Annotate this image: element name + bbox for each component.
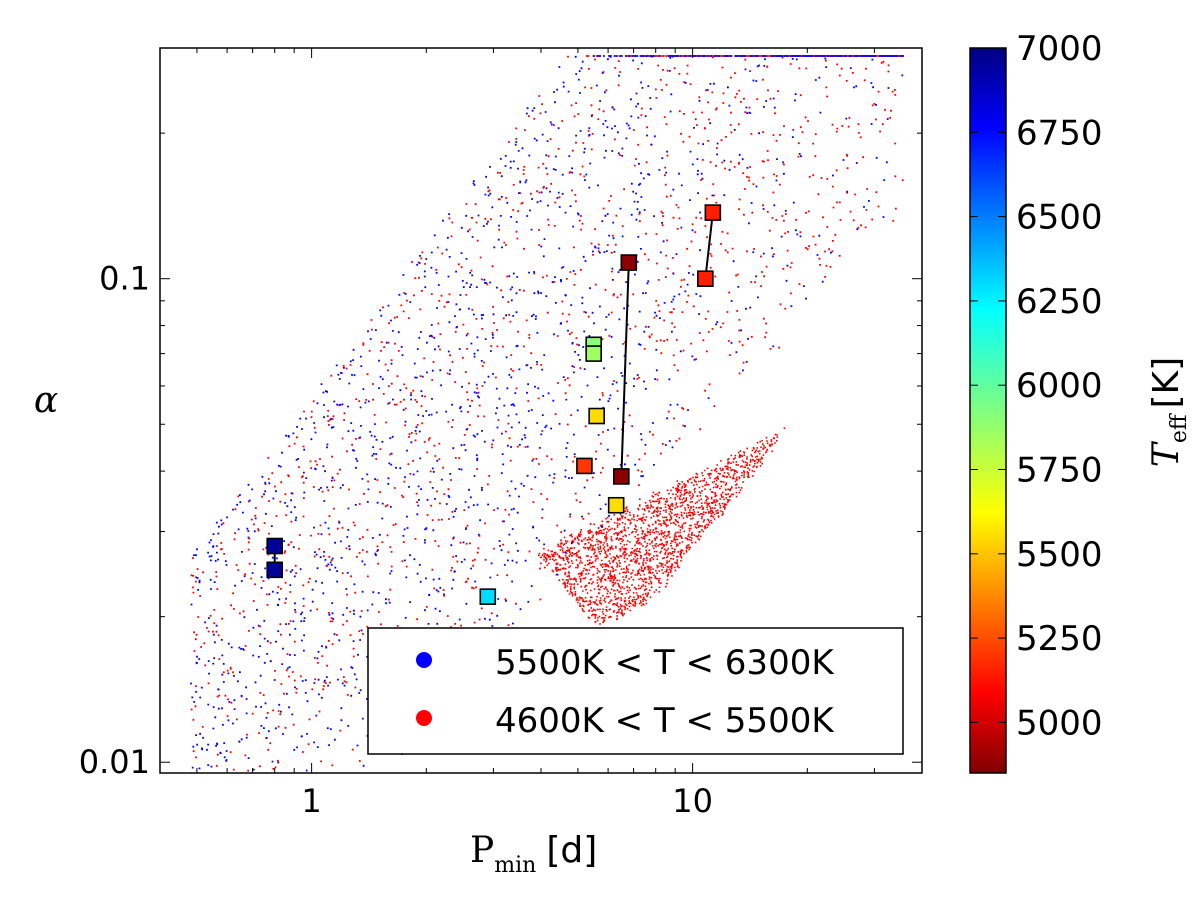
x-axis-label-sub: min: [494, 853, 536, 878]
y-tick-label: 0.01: [79, 743, 150, 781]
legend: 5500K < T < 6300K 4600K < T < 5500K: [367, 627, 904, 755]
legend-marker-red: [416, 710, 432, 726]
connector-line: [704, 212, 714, 279]
colorbar-tick-label: 6500: [1016, 198, 1103, 238]
tick-labels: 1 10 0.01 0.1: [79, 260, 713, 820]
y-tick-label: 0.1: [99, 260, 150, 298]
observed-star-marker: [620, 254, 638, 271]
x-axis-label: Pmin [d]: [470, 830, 597, 878]
colorbar-ticks: 7000 6750 6500 6250 6000 5750 5500 5250 5000: [970, 29, 1103, 743]
colorbar-gradient: [969, 47, 1007, 774]
y-axis-label: α: [34, 380, 58, 421]
legend-box: [367, 627, 904, 755]
connector-line: [620, 262, 630, 477]
scatter-cloud: [190, 55, 904, 772]
colorbar-tick-label: 5000: [1016, 703, 1103, 743]
x-axis-label-base: P: [470, 830, 494, 871]
observed-star-marker: [576, 457, 593, 475]
colorbar-tick-label: 7000: [1016, 29, 1103, 69]
colorbar: 7000 6750 6500 6250 6000 5750 5500 5250 5000 Tef…: [969, 29, 1192, 774]
colorbar-label-base: T: [1146, 440, 1187, 467]
observed-star-marker: [588, 407, 605, 425]
colorbar-tick-label: 6750: [1016, 113, 1103, 153]
observed-star-marker: [613, 468, 630, 485]
observed-star-marker: [266, 537, 283, 555]
legend-label-red: 4600K < T < 5500K: [495, 701, 835, 741]
colorbar-label-unit: [K]: [1146, 357, 1187, 409]
colorbar-label: Teff [K]: [1146, 357, 1192, 467]
colorbar-tick-label: 5500: [1016, 535, 1103, 575]
observed-star-marker: [479, 588, 497, 605]
observed-star-marker: [266, 561, 283, 579]
colorbar-tick-label: 5250: [1016, 619, 1103, 659]
colorbar-tick-label: 6250: [1016, 282, 1103, 322]
observed-star-marker: [697, 270, 714, 288]
colorbar-tick-label: 6000: [1016, 366, 1103, 406]
colorbar-label-sub: eff: [1167, 413, 1192, 443]
observed-star-marker: [585, 345, 602, 362]
axis-ticks: [159, 48, 923, 773]
x-axis-label-unit: [d]: [546, 830, 597, 871]
observed-star-marker: [607, 496, 625, 514]
legend-label-blue: 5500K < T < 6300K: [495, 643, 835, 683]
scatter-red-streaks: [538, 427, 786, 625]
legend-marker-blue: [416, 652, 432, 668]
colorbar-tick-label: 5750: [1016, 451, 1103, 491]
x-tick-label: 10: [672, 782, 713, 820]
x-tick-label: 1: [301, 782, 321, 820]
connector-lines: [273, 212, 714, 570]
observed-markers: [266, 204, 722, 605]
observed-star-marker: [704, 204, 722, 221]
